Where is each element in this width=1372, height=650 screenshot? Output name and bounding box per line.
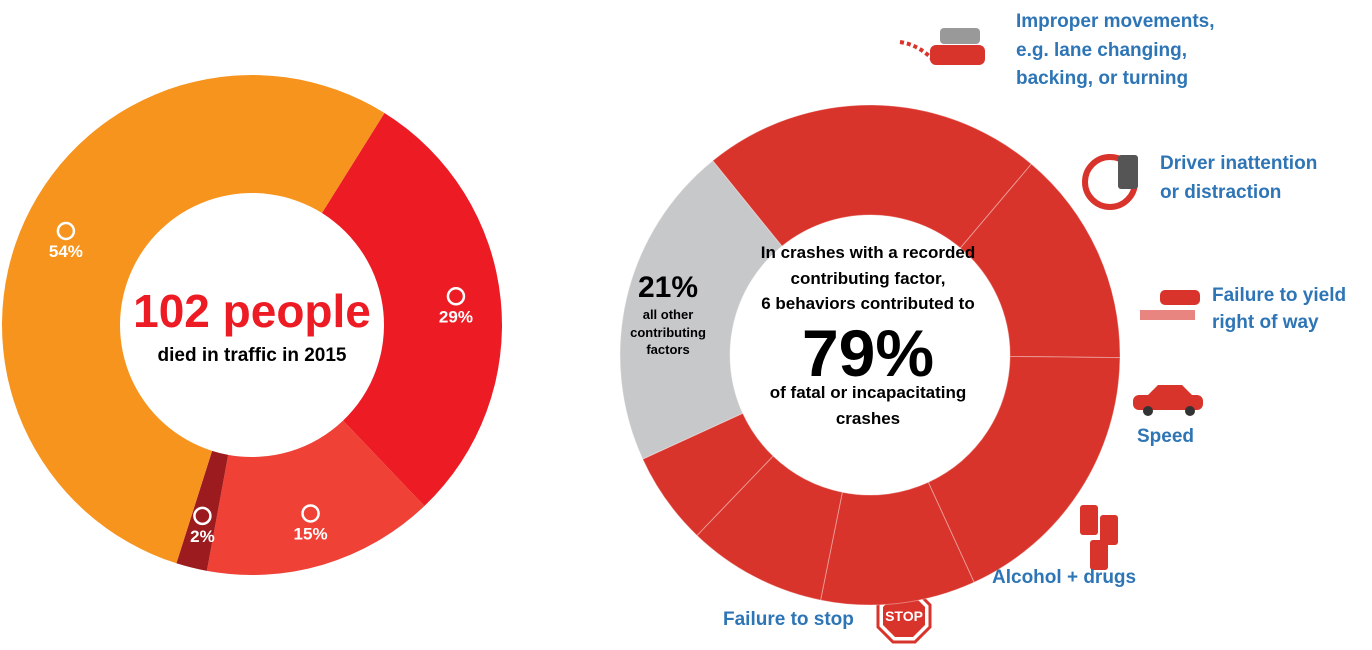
category-label: Failure to stop — [723, 609, 854, 630]
speed-car — [1133, 385, 1203, 416]
category-label: all other contributing factors — [630, 307, 706, 358]
donut-segment — [206, 420, 425, 576]
chart-title: 102 people — [133, 285, 371, 337]
donut-segment — [711, 104, 1033, 249]
category-label: Speed — [1137, 426, 1195, 447]
category-label: Alcohol + drugs — [992, 567, 1137, 588]
category-icon — [56, 221, 76, 241]
total-label: 79% — [801, 316, 935, 390]
donut-segment — [959, 163, 1121, 359]
stop-text: STOP — [885, 608, 923, 624]
distraction-icon — [1082, 154, 1138, 210]
donut-segment — [321, 112, 502, 507]
value-label: 54% — [49, 242, 83, 261]
value-label: 29% — [439, 307, 473, 326]
chart-subtitle: In crashes with a recorded contributing … — [760, 243, 976, 313]
chart-subtitle: died in traffic in 2015 — [157, 345, 347, 366]
category-icon — [301, 504, 320, 523]
category-label: Failure to yield right of way — [1212, 285, 1347, 333]
footnote: of fatal or incapacitating crashes — [769, 383, 967, 428]
category-label: Driver inattention or distraction — [1160, 153, 1318, 203]
alcohol-icon — [1080, 505, 1118, 570]
value-label: 21% — [637, 271, 699, 304]
value-label: 15% — [294, 524, 328, 543]
donut-segment — [819, 481, 975, 606]
category-icon — [446, 287, 466, 306]
donut-segment — [2, 75, 385, 564]
category-icon — [193, 506, 212, 526]
donut-segment — [176, 450, 229, 571]
yield-icon — [1140, 290, 1200, 320]
category-label: Improper movements, e.g. lane changing, … — [1016, 11, 1215, 89]
donut-segment — [927, 355, 1121, 583]
donut-segment — [619, 160, 783, 460]
value-label: 2% — [190, 527, 215, 546]
movement-icon — [899, 28, 985, 65]
